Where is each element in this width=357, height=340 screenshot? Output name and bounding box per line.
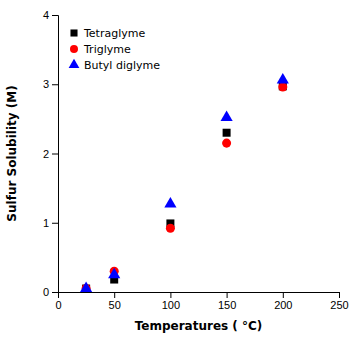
y-tick-label: 1 — [43, 217, 49, 229]
y-tick-mark — [52, 15, 58, 16]
x-axis-line — [59, 293, 340, 299]
series — [82, 82, 287, 292]
y-tick: 0 — [43, 286, 58, 298]
x-tick-mark — [339, 292, 340, 298]
series — [80, 73, 289, 292]
y-axis: 0 1 2 3 4 — [43, 9, 59, 298]
point — [164, 197, 176, 208]
x-tick-label: 100 — [162, 299, 180, 311]
x-tick-label: 0 — [55, 299, 61, 311]
series — [82, 83, 288, 292]
legend-symbol — [70, 45, 78, 53]
y-tick-label: 3 — [43, 78, 49, 90]
legend-label: Tetraglyme — [83, 27, 145, 40]
x-tick-label: 200 — [274, 299, 292, 311]
y-tick-mark — [52, 84, 58, 85]
x-tick-label: 150 — [218, 299, 236, 311]
x-tick-label: 50 — [109, 299, 121, 311]
y-tick: 2 — [43, 148, 58, 160]
x-tick: 50 — [109, 292, 121, 311]
legend-label: Triglyme — [83, 43, 131, 56]
point — [166, 224, 175, 233]
point — [277, 73, 289, 84]
points — [80, 73, 289, 292]
y-tick-label: 4 — [43, 9, 49, 21]
legend-item: Butyl diglyme — [69, 59, 161, 72]
point — [222, 139, 231, 148]
x-tick-mark — [283, 292, 284, 298]
legend-item: Triglyme — [70, 43, 131, 56]
x-tick: 150 — [218, 292, 236, 311]
point — [221, 110, 233, 121]
legend-symbol — [70, 29, 77, 36]
y-tick-mark — [52, 292, 58, 293]
y-tick-mark — [52, 154, 58, 155]
x-tick: 250 — [330, 292, 348, 311]
point — [223, 129, 231, 137]
plot-area: 0 50 100 150 200 250 0 1 2 3 4 Tetraglyme Triglyme Bu… — [43, 9, 349, 311]
y-tick-mark — [52, 223, 58, 224]
point — [278, 83, 287, 92]
x-tick-mark — [227, 292, 228, 298]
x-tick: 100 — [162, 292, 180, 311]
x-axis-title: Temperatures ( °C) — [135, 319, 263, 333]
x-tick: 0 — [55, 292, 61, 311]
y-axis-line — [52, 16, 59, 293]
y-tick-label: 0 — [43, 286, 49, 298]
x-tick-label: 250 — [330, 299, 348, 311]
chart-container: 0 50 100 150 200 250 0 1 2 3 4 Tetraglyme Triglyme Bu… — [0, 0, 357, 340]
x-tick-mark — [170, 292, 171, 298]
legend-label: Butyl diglyme — [84, 59, 160, 72]
x-tick-mark — [114, 292, 115, 298]
chart-svg: 0 50 100 150 200 250 0 1 2 3 4 Tetraglyme Triglyme Bu… — [0, 0, 357, 340]
y-tick: 1 — [43, 217, 58, 229]
legend-symbol — [69, 59, 80, 68]
y-tick: 4 — [43, 9, 58, 21]
legend-item: Tetraglyme — [70, 27, 145, 40]
point — [108, 268, 120, 279]
legend: Tetraglyme Triglyme Butyl diglyme — [69, 27, 161, 72]
point — [80, 282, 92, 292]
y-tick: 3 — [43, 78, 58, 90]
y-tick-label: 2 — [43, 148, 49, 160]
y-axis-title: Sulfur Solubility (M) — [5, 85, 19, 221]
x-axis: 0 50 100 150 200 250 — [55, 292, 348, 311]
x-tick: 200 — [274, 292, 292, 311]
